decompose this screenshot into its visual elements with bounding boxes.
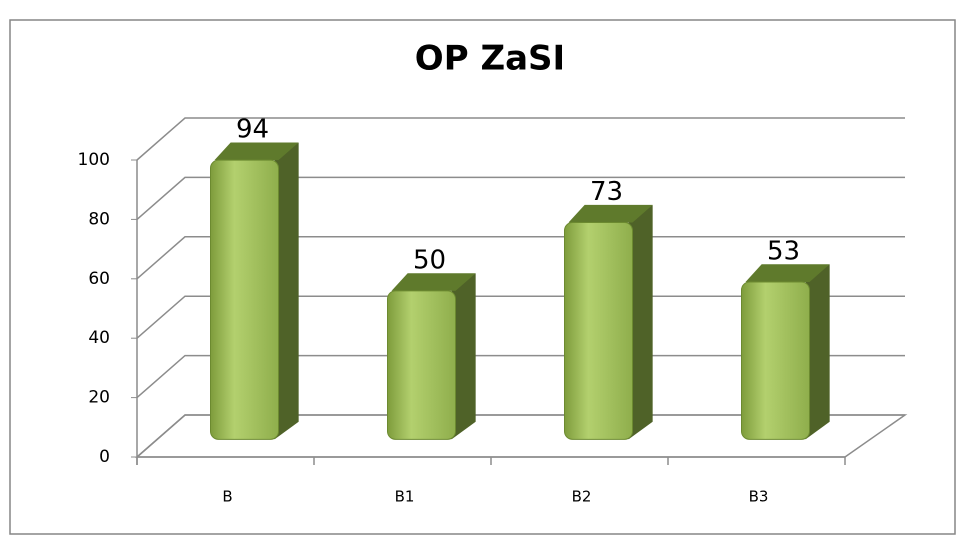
bar — [564, 222, 633, 440]
bar-side — [628, 204, 653, 440]
bar-side — [274, 142, 299, 440]
grid-line — [136, 176, 905, 220]
bar-top — [391, 273, 476, 291]
chart-title: OP ZaSI — [415, 39, 565, 79]
grid-line — [136, 117, 905, 161]
data-label: 50 — [413, 245, 446, 275]
x-tick-label: B3 — [749, 488, 769, 506]
x-tick-label: B — [222, 488, 232, 506]
data-label: 73 — [590, 177, 623, 207]
bar — [210, 159, 279, 440]
y-tick-label: 0 — [99, 447, 110, 467]
data-label: 53 — [767, 236, 800, 266]
y-tick-label: 60 — [88, 269, 110, 289]
grid-line — [136, 354, 905, 399]
bar-top — [568, 204, 653, 223]
bar-side — [805, 264, 830, 440]
bar-top — [745, 264, 830, 282]
data-label: 94 — [236, 115, 269, 145]
bar-side — [451, 273, 476, 440]
bar — [741, 281, 810, 440]
grid-line — [136, 414, 905, 458]
y-tick-label: 20 — [88, 388, 110, 408]
y-tick-label: 80 — [88, 209, 110, 229]
x-tick-label: B2 — [572, 488, 592, 506]
x-tick-label: B1 — [395, 488, 415, 506]
bar — [387, 290, 456, 440]
y-tick-label: 40 — [88, 328, 110, 348]
grid-line — [136, 295, 905, 339]
grid-line — [136, 236, 905, 280]
y-tick-label: 100 — [78, 150, 110, 170]
bar-top — [214, 142, 299, 161]
